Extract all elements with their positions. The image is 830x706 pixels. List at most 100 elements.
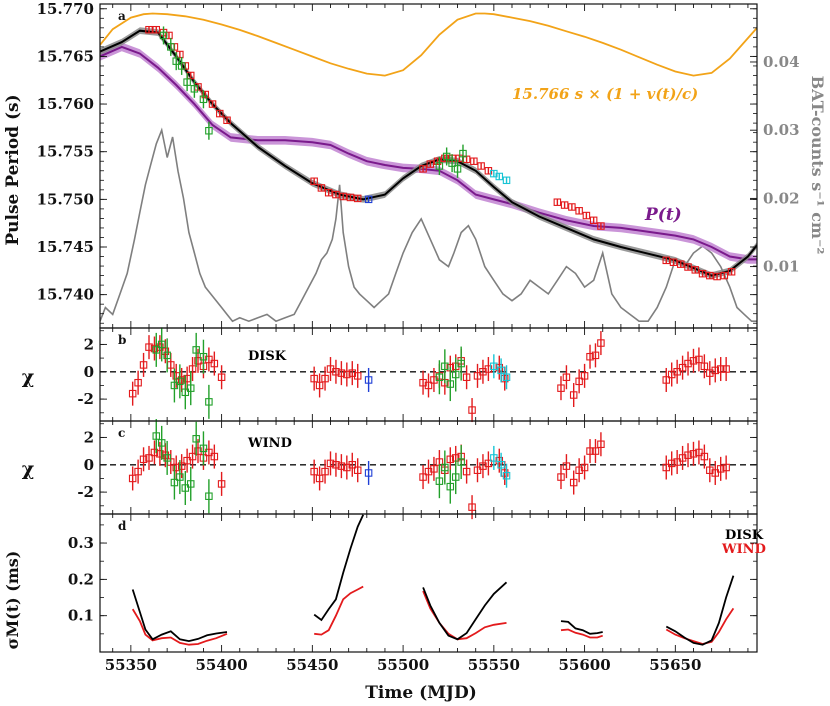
residual-point-red — [695, 448, 703, 457]
period-point-red — [684, 263, 692, 271]
residual-point-blue — [364, 376, 373, 384]
residual-point-red — [689, 357, 698, 365]
period-point-red — [589, 216, 598, 225]
panel-c: -2 0 2 c — [77, 419, 758, 520]
residual-point-green — [157, 439, 166, 447]
residual-point-red — [210, 359, 219, 368]
y-tick-label: 15.740 — [37, 286, 94, 304]
residual-point-red — [446, 455, 455, 464]
residual-point-green — [192, 435, 200, 443]
panel-d-plot-area — [131, 514, 735, 646]
residual-point-red — [134, 467, 142, 476]
residual-point-green — [446, 482, 455, 491]
orbit-annotation: 15.766 s × (1 + v(t)/c) — [512, 85, 698, 103]
period-point-red — [727, 268, 736, 276]
residual-point-green — [152, 346, 161, 354]
residual-point-red — [473, 466, 482, 474]
residual-point-green — [441, 463, 449, 472]
period-point-red — [419, 165, 427, 173]
period-point-green — [190, 85, 199, 93]
residual-point-red — [695, 355, 703, 364]
period-point-green — [159, 31, 168, 40]
residual-point-red — [194, 357, 202, 365]
legend-wind: WIND — [721, 542, 766, 557]
residual-point-red — [468, 406, 476, 414]
y-tick-label: 0.3 — [68, 534, 94, 552]
y-tick-label: -2 — [77, 483, 94, 501]
sigma-curve-wind — [314, 585, 364, 636]
residual-point-green — [163, 351, 171, 360]
period-point-red — [677, 260, 685, 268]
period-point-green — [199, 95, 208, 104]
residual-point-red — [473, 372, 482, 380]
y-axis-label-chi-disk: χ — [22, 366, 35, 388]
period-point-cyan — [502, 176, 511, 185]
period-point-red — [145, 25, 153, 34]
legend-disk: DISK — [725, 528, 764, 543]
residual-point-cyan — [490, 362, 498, 371]
y-tick-label: 15.755 — [37, 143, 94, 161]
residual-point-red — [310, 374, 318, 383]
period-point-green — [183, 78, 191, 86]
period-point-red — [568, 203, 576, 211]
period-point-red — [691, 266, 700, 274]
period-point-red — [353, 194, 362, 203]
residual-point-red — [210, 452, 219, 461]
residual-point-cyan — [502, 373, 511, 381]
residual-point-green — [170, 478, 179, 487]
residual-point-red — [332, 461, 340, 469]
y-right-tick-label: 0.04 — [763, 53, 800, 71]
period-point-red — [597, 222, 605, 230]
residual-point-red — [678, 363, 687, 372]
period-point-red — [669, 258, 678, 266]
panel-b-label: DISK — [248, 349, 287, 364]
period-point-red — [477, 162, 485, 170]
residual-point-red — [722, 463, 730, 472]
period-point-red — [332, 190, 340, 199]
y-tick-label: 15.745 — [37, 238, 94, 256]
x-tick-label: 55550 — [468, 656, 520, 674]
period-point-green — [448, 159, 456, 167]
residual-point-red — [139, 361, 148, 369]
residual-point-red — [711, 469, 720, 477]
residual-point-red — [711, 366, 720, 375]
period-point-red — [662, 256, 671, 265]
residual-point-green — [199, 444, 208, 453]
period-point-red — [470, 157, 478, 165]
period-point-red — [582, 211, 591, 220]
y-axis-label-bat: BAT-counts s⁻¹ cm⁻² — [808, 76, 827, 255]
residual-point-red — [332, 368, 340, 376]
residual-point-red — [424, 381, 433, 390]
period-point-green — [205, 126, 213, 135]
period-point-green — [167, 43, 175, 51]
period-point-green — [442, 152, 451, 161]
residual-point-red — [134, 378, 142, 387]
residual-point-red — [321, 374, 329, 383]
x-axis-label: Time (MJD) — [365, 683, 477, 703]
residual-point-red — [315, 381, 324, 390]
period-point-red — [152, 25, 161, 34]
residual-point-green — [441, 362, 449, 371]
residual-point-red — [586, 447, 594, 455]
y-right-tick-label: 0.02 — [763, 189, 800, 207]
panel-a-plot-area — [100, 12, 757, 323]
model-curve — [100, 29, 757, 277]
period-point-red — [441, 154, 449, 163]
residual-point-red — [462, 467, 471, 476]
x-tick-label: 55400 — [196, 656, 248, 674]
y-right-tick-label: 0.03 — [763, 121, 800, 139]
period-point-red — [720, 271, 729, 280]
y-axis-label-sigma: σM(t) (ms) — [3, 551, 22, 650]
y-tick-label: 0.2 — [68, 570, 94, 588]
residual-point-green — [199, 352, 208, 361]
period-point-red — [698, 269, 707, 278]
residual-point-red — [673, 458, 681, 466]
x-tick-label: 55650 — [649, 656, 701, 674]
period-point-red — [165, 31, 173, 40]
period-point-green — [459, 149, 467, 158]
sigma-curve-wind — [131, 608, 228, 646]
residual-point-red — [468, 503, 476, 511]
x-tick-label: 55350 — [105, 656, 157, 674]
residual-point-red — [484, 459, 493, 468]
panel-letter: d — [118, 519, 127, 533]
